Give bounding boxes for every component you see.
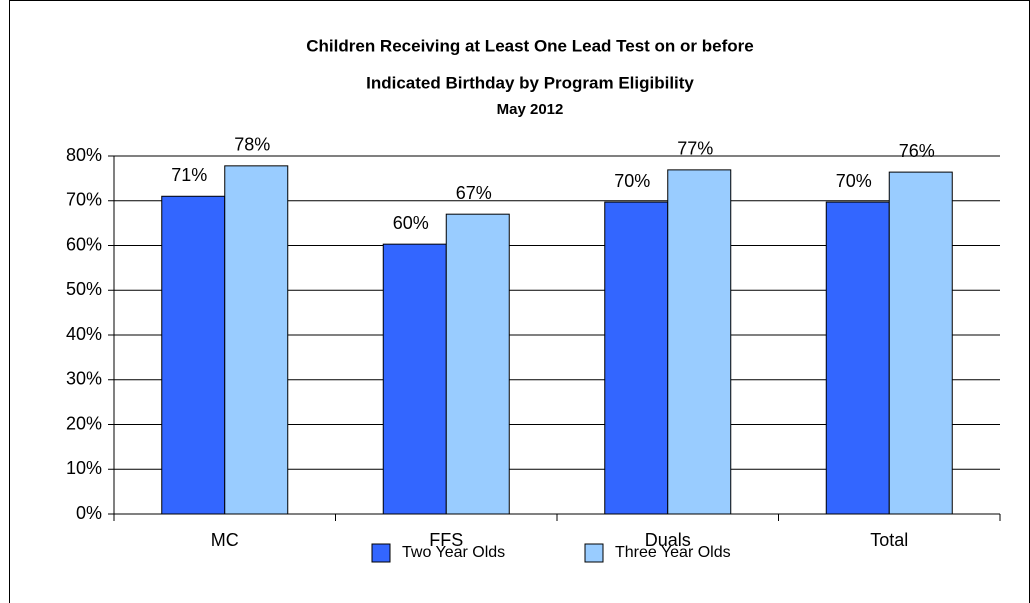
data-label: 78% — [234, 135, 270, 155]
chart-title: Indicated Birthday by Program Eligibilit… — [366, 73, 694, 92]
y-tick-label: 80% — [66, 145, 102, 165]
x-tick-label: FFS — [429, 530, 463, 550]
chart-subtitle: May 2012 — [497, 101, 564, 118]
data-label: 70% — [836, 171, 872, 191]
y-tick-label: 50% — [66, 279, 102, 299]
data-label: 71% — [171, 165, 207, 185]
bar — [888, 171, 953, 515]
x-tick-label: MC — [211, 530, 239, 550]
legend-label: Three Year Olds — [615, 544, 731, 561]
y-tick-label: 30% — [66, 369, 102, 389]
data-label: 70% — [614, 171, 650, 191]
bar — [382, 243, 447, 515]
y-tick-label: 40% — [66, 324, 102, 344]
legend-swatch — [584, 543, 604, 563]
data-label: 77% — [677, 139, 713, 159]
x-tick-label: Total — [870, 530, 908, 550]
y-tick-label: 0% — [76, 503, 102, 523]
bar — [224, 165, 289, 515]
y-tick-label: 20% — [66, 413, 102, 433]
bar — [604, 201, 669, 515]
legend-swatch — [371, 543, 391, 563]
chart-title: Children Receiving at Least One Lead Tes… — [306, 36, 753, 55]
legend-label: Two Year Olds — [402, 544, 505, 561]
data-label: 76% — [899, 141, 935, 161]
y-tick-label: 10% — [66, 458, 102, 478]
bar — [445, 213, 510, 515]
bar — [825, 201, 890, 515]
x-tick-label: Duals — [645, 530, 691, 550]
bar — [667, 169, 732, 515]
bar — [161, 195, 226, 515]
data-label: 60% — [393, 213, 429, 233]
y-tick-label: 60% — [66, 234, 102, 254]
y-tick-label: 70% — [66, 190, 102, 210]
data-label: 67% — [456, 183, 492, 203]
